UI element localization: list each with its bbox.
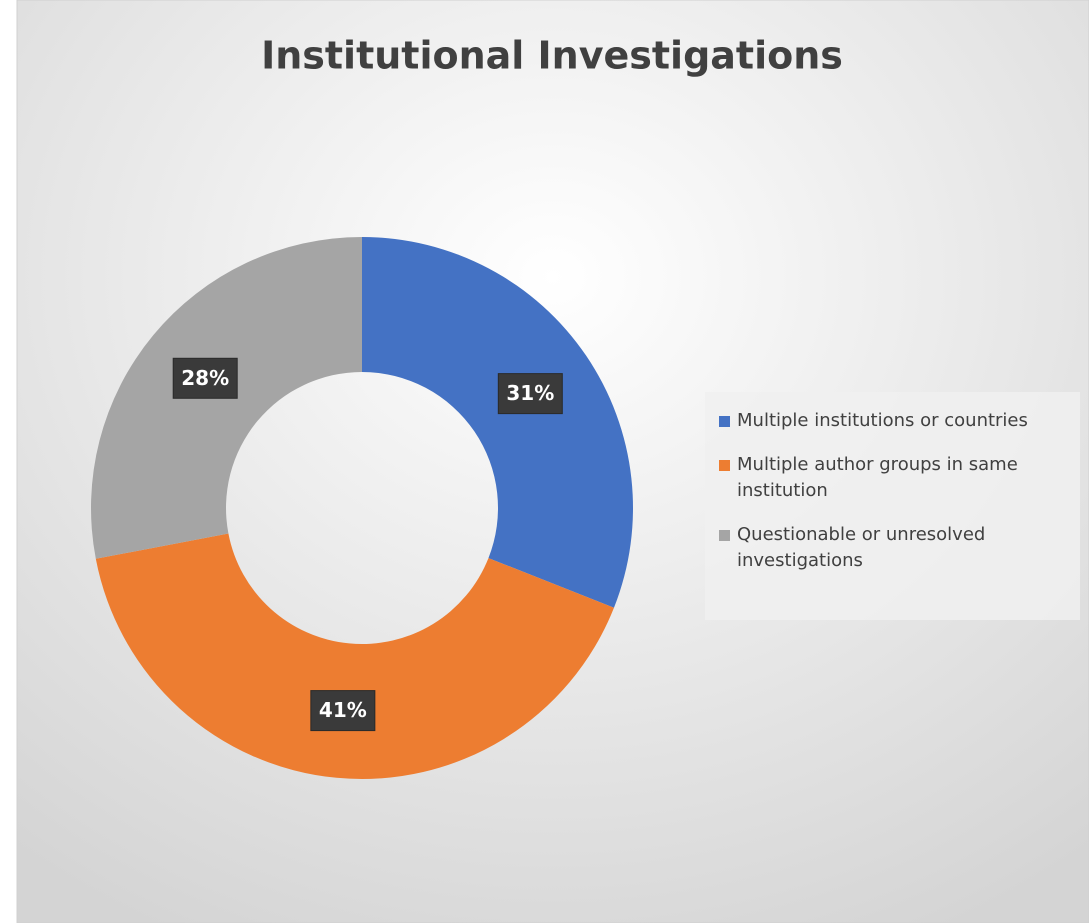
- legend-swatch: [719, 416, 730, 427]
- legend: Multiple institutions or countries Multip…: [705, 392, 1080, 620]
- data-label: 41%: [319, 698, 367, 722]
- legend-swatch: [719, 460, 730, 471]
- data-label: 28%: [181, 366, 229, 390]
- legend-item: Questionable or unresolved investigation…: [719, 522, 1068, 574]
- legend-item: Multiple author groups in same instituti…: [719, 452, 1068, 504]
- donut-slice: [362, 237, 633, 608]
- legend-label: Questionable or unresolved investigation…: [737, 524, 986, 571]
- donut-slice: [95, 533, 614, 779]
- legend-item: Multiple institutions or countries: [719, 408, 1068, 434]
- legend-label: Multiple institutions or countries: [737, 410, 1028, 431]
- data-label: 31%: [506, 381, 554, 405]
- legend-label: Multiple author groups in same instituti…: [737, 454, 1018, 501]
- data-label-box: [172, 357, 238, 399]
- chart-title: Institutional Investigations: [261, 34, 843, 78]
- data-label-box: [310, 690, 376, 732]
- data-label-box: [497, 373, 563, 415]
- legend-swatch: [719, 530, 730, 541]
